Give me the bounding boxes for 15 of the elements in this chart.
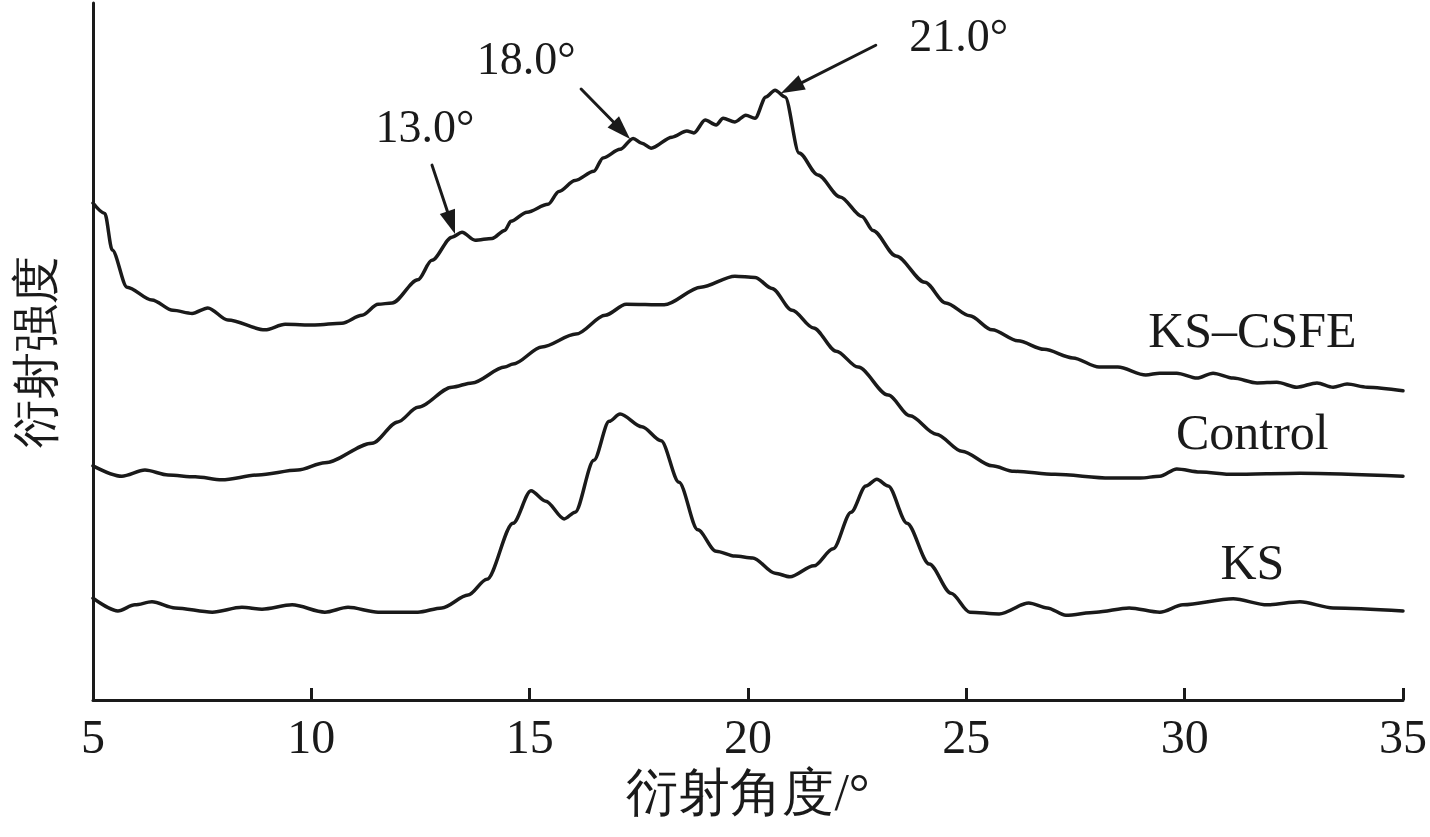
x-tick-label: 30 [1160,709,1209,763]
x-tick-label: 25 [942,709,991,763]
series-label: KS–CSFE [1148,302,1357,359]
y-axis-title: 衍射强度 [8,255,62,448]
x-tick-label: 10 [287,709,336,763]
x-tick-label: 5 [81,709,105,763]
x-axis-title: 衍射角度/° [626,763,870,821]
series-label: KS [1220,533,1285,590]
series-label: Control [1175,403,1329,460]
x-tick-label: 20 [724,709,772,763]
annotation: 18.0° [476,33,576,85]
x-tick-label: 35 [1379,709,1427,763]
annotation: 21.0° [909,9,1009,61]
annotation: 13.0° [375,100,475,152]
x-tick-label: 15 [505,709,554,763]
